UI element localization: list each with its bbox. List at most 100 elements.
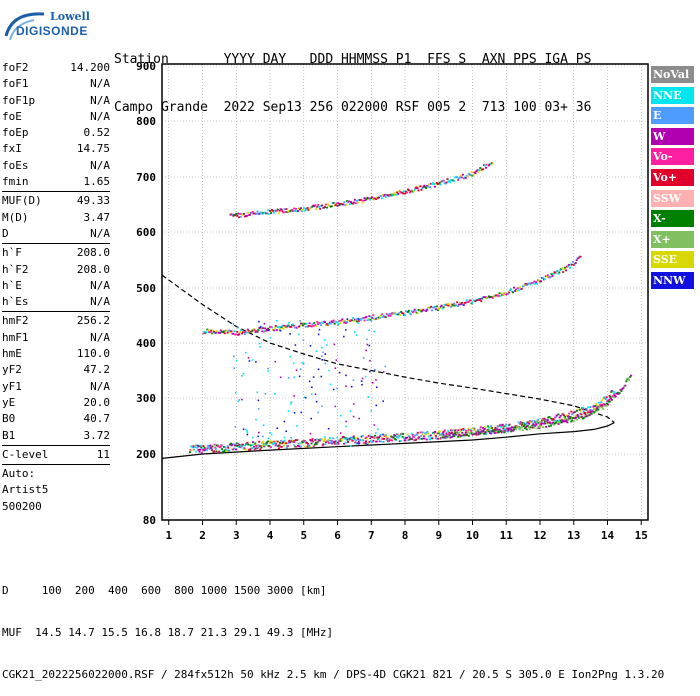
echo-point xyxy=(610,398,613,401)
echo-point xyxy=(309,439,312,442)
echo-point xyxy=(357,438,360,440)
echo-point xyxy=(581,407,584,410)
echo-point xyxy=(518,286,521,289)
echo-point xyxy=(398,435,401,437)
echo-point xyxy=(277,447,280,450)
echo-point xyxy=(340,414,342,417)
echo-point xyxy=(480,300,483,303)
echo-point xyxy=(362,439,365,442)
echo-point xyxy=(458,177,461,180)
echo-point xyxy=(245,351,247,354)
echo-point xyxy=(324,443,327,445)
echo-point xyxy=(509,289,512,291)
echo-point xyxy=(476,299,479,301)
echo-point xyxy=(333,441,336,443)
echo-point xyxy=(609,397,612,400)
echo-point xyxy=(551,421,554,424)
trace-3 xyxy=(229,162,494,219)
echo-point xyxy=(286,445,289,447)
echo-point xyxy=(608,400,611,403)
echo-point xyxy=(298,333,300,336)
echo-point xyxy=(389,439,392,441)
echo-point xyxy=(417,437,420,440)
echo-point xyxy=(246,433,249,436)
echo-point xyxy=(438,434,441,436)
echo-point xyxy=(555,415,558,418)
echo-point xyxy=(426,432,429,435)
echo-point xyxy=(326,440,329,443)
echo-traces xyxy=(189,162,633,454)
echo-point xyxy=(195,450,198,453)
param-row: foF1p N/A xyxy=(2,93,110,109)
echo-point xyxy=(440,304,443,307)
echo-point xyxy=(304,396,307,399)
echo-point xyxy=(502,294,505,297)
echo-point xyxy=(434,430,437,433)
echo-point xyxy=(310,325,313,328)
echo-point xyxy=(441,436,444,439)
echo-point xyxy=(290,440,293,443)
echo-point xyxy=(223,450,226,453)
echo-point xyxy=(485,432,488,435)
echo-point xyxy=(360,199,363,202)
echo-point xyxy=(545,421,548,424)
param-row: B1 3.72 xyxy=(2,428,110,444)
param-value: N/A xyxy=(90,109,110,123)
echo-point xyxy=(424,433,427,436)
echo-point xyxy=(378,436,380,439)
echo-point xyxy=(256,210,259,213)
echo-point xyxy=(315,400,318,403)
echo-point xyxy=(291,209,294,211)
echo-point xyxy=(433,305,436,308)
polarization-legend: NoVal NNE E W Vo- Vo+ SSW X- X+ SSE NNW xyxy=(651,66,694,293)
echo-point xyxy=(539,426,542,429)
echo-point xyxy=(354,439,357,442)
echo-point xyxy=(366,343,369,346)
echo-point xyxy=(504,429,507,432)
param-row: C-level 11 xyxy=(2,447,110,463)
echo-point xyxy=(318,205,321,208)
echo-point xyxy=(461,433,464,436)
echo-point xyxy=(207,445,210,448)
echo-point xyxy=(576,414,579,416)
echo-point xyxy=(451,303,454,306)
echo-point xyxy=(536,427,539,430)
param-value: 208.0 xyxy=(76,262,110,276)
echo-point xyxy=(272,443,275,446)
echo-point xyxy=(282,441,285,444)
echo-point xyxy=(270,212,272,214)
echo-point xyxy=(437,182,440,185)
echo-point xyxy=(521,421,524,424)
echo-point xyxy=(532,423,535,426)
echo-point xyxy=(208,446,211,449)
echo-point xyxy=(258,440,261,443)
echo-point xyxy=(284,442,287,445)
echo-point xyxy=(366,442,369,445)
echo-point xyxy=(292,323,295,326)
echo-point xyxy=(479,426,482,429)
echo-point xyxy=(324,321,326,324)
echo-point xyxy=(332,388,335,391)
echo-point xyxy=(561,413,564,416)
echo-point xyxy=(368,440,371,443)
echo-point xyxy=(446,435,449,438)
echo-point xyxy=(240,329,243,332)
param-value: 110.0 xyxy=(76,347,110,361)
echo-point xyxy=(261,213,264,215)
echo-point xyxy=(279,441,281,444)
echo-point xyxy=(265,329,268,332)
echo-point xyxy=(534,282,537,285)
echo-point xyxy=(457,435,460,438)
echo-point xyxy=(593,411,596,414)
echo-point xyxy=(361,377,364,380)
echo-point xyxy=(245,331,248,334)
echo-point xyxy=(345,329,347,331)
echo-point xyxy=(425,310,428,312)
echo-point xyxy=(563,417,566,420)
echo-point xyxy=(537,421,540,424)
echo-point xyxy=(369,434,371,437)
echo-point xyxy=(247,357,250,359)
echo-point xyxy=(454,432,457,434)
echo-point xyxy=(283,420,286,423)
echo-point xyxy=(266,328,269,331)
